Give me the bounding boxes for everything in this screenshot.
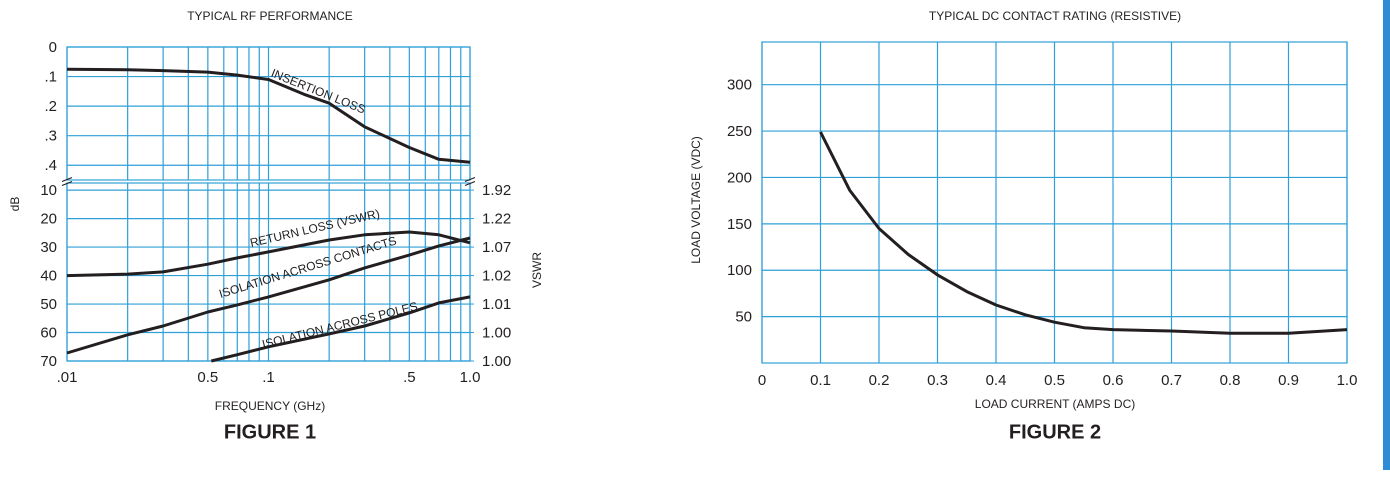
axis-break [61,176,73,183]
y-axis-label: dB [8,197,22,212]
y-tick-label: 40 [40,268,57,285]
x-axis-label: LOAD CURRENT (AMPS DC) [975,397,1135,411]
y2-tick-label: 1.00 [482,324,511,341]
data-line [66,230,471,278]
data-line [66,236,471,355]
y-tick-label: 100 [727,262,752,279]
chart-title: TYPICAL RF PERFORMANCE [187,9,353,23]
y-tick-label: 250 [727,123,752,140]
y-tick-label: 200 [727,169,752,186]
axis-break [464,176,476,183]
y-tick-label: 300 [727,77,752,94]
x-tick-label: 0.9 [1278,372,1299,389]
x-tick-label: .1 [262,369,275,386]
y-tick-label: 20 [40,211,57,228]
x-tick-label: 0.6 [1103,372,1124,389]
data-line [66,67,471,164]
x-tick-label: 1.0 [460,369,481,386]
data-line [210,295,471,363]
edge-bar [1383,0,1390,470]
curve-label: INSERTION LOSS [269,66,367,117]
x-tick-label: .01 [57,369,78,386]
figure-caption: FIGURE 2 [1009,421,1101,443]
y-tick-label: .4 [44,157,57,174]
y-tick-label: .3 [44,128,57,145]
x-tick-label: 1.0 [1337,372,1358,389]
y2-axis-label: VSWR [530,252,544,288]
y2-tick-label: 1.02 [482,268,511,285]
y2-tick-label: 1.22 [482,211,511,228]
y2-tick-label: 1.00 [482,353,511,370]
y2-tick-label: 1.92 [482,182,511,199]
x-axis-label: FREQUENCY (GHz) [215,399,325,413]
y-tick-label: 50 [735,309,752,326]
x-tick-label: 0.1 [810,372,831,389]
y2-tick-label: 1.01 [482,296,511,313]
y2-tick-label: 1.07 [482,239,511,256]
figure-caption: FIGURE 1 [224,421,316,443]
curve-label: ISOLATION ACROSS POLES [261,299,419,351]
y-tick-label: 150 [727,216,752,233]
y-tick-label: 10 [40,182,57,199]
x-tick-label: 0.4 [986,372,1007,389]
y-tick-label: .2 [44,98,57,115]
data-line [819,131,1348,335]
x-tick-label: 0.3 [927,372,948,389]
y-tick-label: 30 [40,239,57,256]
x-tick-label: 0.5 [197,369,218,386]
axis-break [464,180,476,187]
y-tick-label: 60 [40,324,57,341]
x-tick-label: 0.2 [869,372,890,389]
y-tick-label: 70 [40,353,57,370]
x-tick-label: 0.7 [1161,372,1182,389]
y-tick-label: .1 [44,69,57,86]
x-tick-label: 0.8 [1220,372,1241,389]
chart-title: TYPICAL DC CONTACT RATING (RESISTIVE) [929,9,1181,23]
axis-break [61,180,73,187]
y-tick-label: 50 [40,296,57,313]
x-tick-label: .5 [403,369,416,386]
y-axis-label: LOAD VOLTAGE (VDC) [689,136,703,264]
y-tick-label: 0 [49,39,57,56]
x-tick-label: 0 [758,372,766,389]
x-tick-label: 0.5 [1044,372,1065,389]
